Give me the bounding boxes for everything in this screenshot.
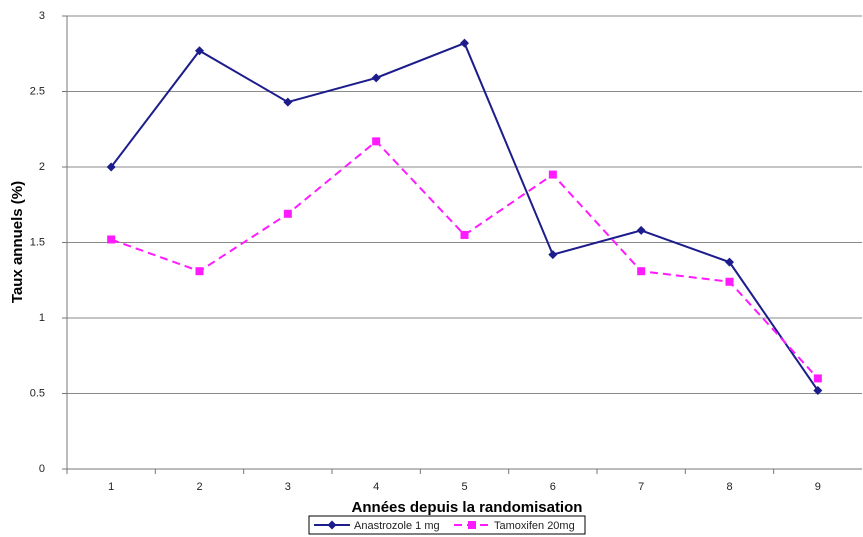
point [283, 209, 292, 218]
point [460, 230, 469, 239]
legend-label: Anastrozole 1 mg [354, 520, 440, 532]
x-tick-label: 8 [726, 481, 732, 493]
point [372, 137, 381, 146]
point [813, 385, 823, 395]
point [725, 277, 734, 286]
x-tick-label: 6 [550, 481, 556, 493]
x-tick-label: 5 [461, 481, 467, 493]
y-tick-label: 2 [39, 161, 45, 173]
point [813, 374, 822, 383]
x-tick-label: 7 [638, 481, 644, 493]
x-tick-label: 1 [108, 481, 114, 493]
x-tick-label: 3 [285, 481, 291, 493]
point [195, 46, 204, 56]
point [283, 97, 293, 107]
point [636, 225, 646, 235]
point [106, 162, 116, 172]
point [460, 38, 469, 48]
x-tick-label: 2 [196, 481, 202, 493]
x-tick-label: 4 [373, 481, 379, 493]
x-axis-title: Années depuis la randomisation [352, 499, 583, 516]
point [107, 235, 116, 244]
y-tick-label: 3 [39, 10, 45, 22]
y-tick-label: 1.5 [30, 236, 45, 248]
point [548, 170, 557, 179]
point [548, 250, 558, 260]
y-tick-label: 0 [39, 463, 45, 475]
y-tick-label: 2.5 [30, 85, 45, 97]
point [371, 73, 381, 83]
legend-label: Tamoxifen 20mg [494, 520, 575, 532]
series-line [110, 139, 819, 380]
legend-marker [327, 520, 337, 530]
point [637, 267, 646, 276]
point [725, 257, 734, 267]
y-tick-label: 1 [39, 312, 45, 324]
legend-box [308, 515, 586, 535]
x-tick-label: 9 [815, 481, 821, 493]
y-axis-title: Taux annuels (%) [9, 181, 26, 303]
point [195, 267, 204, 276]
y-tick-label: 0.5 [30, 387, 45, 399]
legend-marker [468, 521, 476, 529]
series-line [110, 41, 819, 392]
